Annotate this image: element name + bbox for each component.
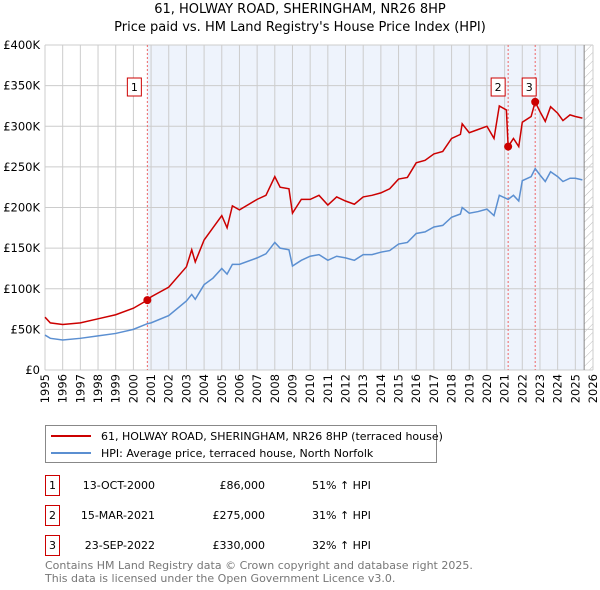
x-tick-label: 2006 [232, 374, 246, 403]
x-tick-label: 2018 [445, 374, 459, 403]
x-tick-label: 2026 [586, 374, 600, 403]
x-tick-label: 2008 [268, 374, 282, 403]
x-tick-label: 2001 [144, 374, 158, 403]
transaction-price: £330,000 [212, 539, 266, 552]
x-tick-label: 2016 [409, 374, 423, 403]
x-tick-label: 2014 [374, 374, 388, 403]
x-tick-label: 2022 [515, 374, 529, 403]
x-tick-label: 2004 [197, 374, 211, 403]
x-tick-label: 2007 [250, 374, 264, 403]
legend-item-hpi: HPI: Average price, terraced house, Nort… [51, 444, 373, 462]
x-tick-label: 2013 [356, 374, 370, 403]
x-tick-label: 2010 [303, 374, 317, 403]
footer-licence: This data is licensed under the Open Gov… [45, 572, 396, 585]
transaction-hpi: 32% ↑ HPI [312, 539, 371, 552]
x-tick-label: 2021 [498, 374, 512, 403]
y-tick-label: £50K [11, 322, 41, 336]
transaction-date: 23-SEP-2022 [84, 539, 155, 552]
y-tick-label: £350K [3, 79, 40, 93]
transaction-date: 15-MAR-2021 [80, 509, 155, 522]
transaction-row: 1 13-OCT-2000 £86,000 51% ↑ HPI [45, 475, 445, 496]
sale-label: 3 [526, 81, 533, 94]
y-tick-label: £200K [3, 201, 40, 215]
sale-marker [143, 296, 152, 305]
transaction-price: £86,000 [219, 479, 266, 492]
x-tick-label: 2005 [215, 374, 229, 403]
x-tick-label: 2024 [551, 374, 565, 403]
legend: 61, HOLWAY ROAD, SHERINGHAM, NR26 8HP (t… [45, 425, 443, 463]
x-tick-label: 1996 [56, 374, 70, 403]
transaction-number: 3 [45, 535, 60, 556]
x-tick-label: 1997 [73, 374, 87, 403]
x-tick-label: 2012 [339, 374, 353, 403]
x-tick-label: 1998 [91, 374, 105, 403]
x-tick-label: 2017 [427, 374, 441, 403]
x-tick-label: 2003 [179, 374, 193, 403]
chart-subtitle: Price paid vs. HM Land Registry's House … [114, 20, 486, 35]
sale-marker [531, 97, 540, 106]
legend-label: 61, HOLWAY ROAD, SHERINGHAM, NR26 8HP (t… [101, 429, 443, 443]
transaction-hpi: 51% ↑ HPI [312, 479, 371, 492]
x-tick-label: 2000 [126, 374, 140, 403]
x-tick-label: 2002 [162, 374, 176, 403]
sale-label: 1 [131, 81, 138, 94]
x-tick-label: 2020 [480, 374, 494, 403]
transaction-row: 2 15-MAR-2021 £275,000 31% ↑ HPI [45, 505, 445, 526]
transaction-number: 1 [45, 475, 60, 496]
transaction-row: 3 23-SEP-2022 £330,000 32% ↑ HPI [45, 535, 445, 556]
series-line [44, 167, 583, 341]
price-chart: 1995 1996 1997 1998 1999 2000 2001 2002 2003 2004… [3, 38, 600, 403]
sale-label: 2 [495, 81, 502, 94]
transaction-date: 13-OCT-2000 [82, 479, 155, 492]
y-tick-label: £400K [3, 38, 40, 52]
chart-title: 61, HOLWAY ROAD, SHERINGHAM, NR26 8HP [154, 2, 446, 17]
sale-label-box [490, 77, 506, 97]
legend-item-property: 61, HOLWAY ROAD, SHERINGHAM, NR26 8HP (t… [51, 427, 443, 445]
sale-marker [504, 142, 513, 151]
x-tick-label: 2009 [285, 374, 299, 403]
transaction-price: £275,000 [212, 509, 266, 522]
x-tick-label: 1995 [38, 374, 52, 403]
x-tick-label: 2015 [392, 374, 406, 403]
y-tick-label: £250K [3, 160, 40, 174]
transaction-hpi: 31% ↑ HPI [312, 509, 371, 522]
footer-copyright: Contains HM Land Registry data © Crown c… [45, 559, 473, 572]
legend-line-red [51, 435, 91, 437]
y-tick-label: £0 [25, 363, 40, 377]
sale-label-box [521, 77, 537, 97]
x-tick-label: 2025 [568, 374, 582, 403]
x-tick-label: 1999 [109, 374, 123, 403]
y-tick-label: £100K [3, 282, 40, 296]
legend-line-blue [51, 452, 91, 454]
series-line [44, 99, 583, 326]
y-tick-label: £150K [3, 241, 40, 255]
y-tick-label: £300K [3, 119, 40, 133]
transaction-number: 2 [45, 505, 60, 526]
x-tick-label: 2011 [321, 374, 335, 403]
sale-label-box [126, 77, 142, 97]
x-tick-label: 2019 [462, 374, 476, 403]
x-tick-label: 2023 [533, 374, 547, 403]
legend-label: HPI: Average price, terraced house, Nort… [101, 446, 374, 460]
